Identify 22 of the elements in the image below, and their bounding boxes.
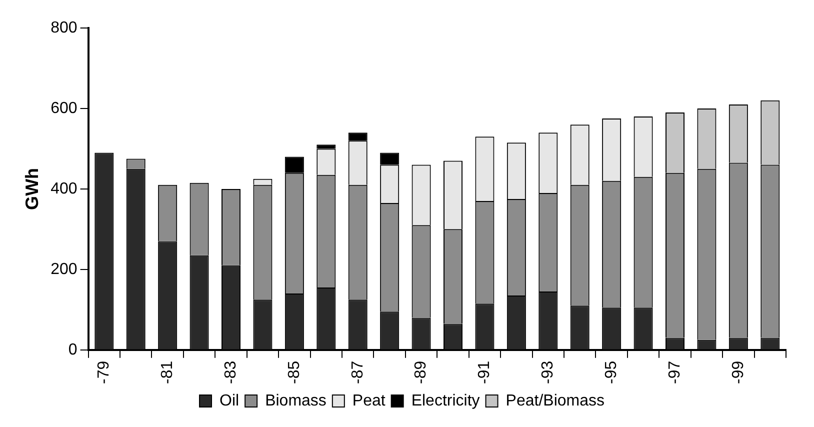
y-tick-label: 200	[50, 260, 78, 278]
x-tick-label: -89	[412, 360, 430, 384]
legend-label: Peat/Biomass	[506, 392, 604, 410]
x-tick-label: -99	[730, 360, 747, 384]
y-tick-label: 400	[50, 180, 78, 198]
x-tick-label: -93	[540, 360, 557, 384]
legend-label: Electricity	[411, 392, 480, 410]
x-tick-label: -95	[602, 360, 620, 384]
legend-label: Oil	[220, 392, 240, 410]
x-tick-label: -85	[286, 360, 303, 384]
legend-label: Peat	[352, 392, 386, 410]
legend-label: Biomass	[265, 392, 326, 410]
y-tick-label: 600	[50, 100, 78, 117]
x-tick-label: -97	[666, 360, 684, 384]
x-tick-label: -83	[222, 360, 240, 384]
y-tick-label: 0	[68, 341, 78, 358]
x-tick-label: -81	[158, 360, 176, 384]
x-tick-label: -91	[476, 360, 494, 384]
y-tick-label: 800	[50, 19, 78, 36]
x-tick-label: -87	[349, 360, 366, 384]
x-tick-label: -79	[96, 360, 113, 384]
y-axis-title: GWh	[22, 168, 42, 210]
